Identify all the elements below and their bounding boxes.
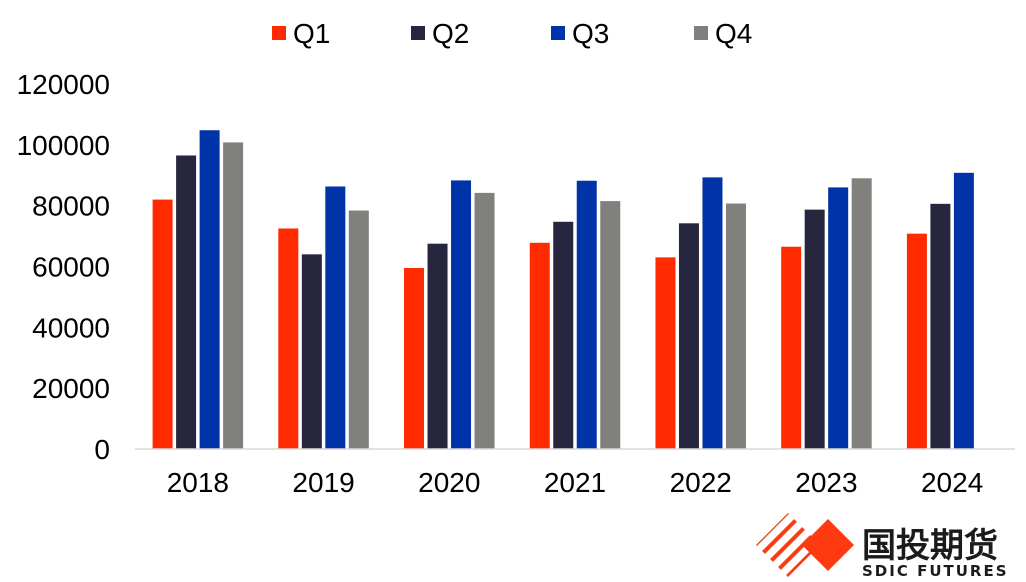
logo-mark-icon: [756, 513, 854, 577]
bar-2021-q1: [529, 242, 550, 449]
x-tick-label: 2022: [670, 467, 732, 498]
bar-2021-q4: [600, 201, 621, 449]
x-tick-label: 2021: [544, 467, 606, 498]
bar-series: [152, 130, 974, 450]
legend-swatch: [411, 26, 425, 40]
bar-2019-q4: [348, 210, 369, 449]
x-tick-label: 2024: [921, 467, 983, 498]
bar-2021-q2: [553, 221, 574, 449]
bar-2022-q4: [725, 203, 746, 449]
bar-2023-q4: [851, 178, 872, 449]
bar-2024-q1: [906, 233, 927, 449]
legend-item-q3: Q3: [551, 18, 609, 49]
y-tick-label: 100000: [17, 130, 110, 161]
bar-2018-q4: [223, 142, 244, 449]
brand-name-en: SDIC FUTURES: [862, 562, 1009, 580]
legend-swatch: [551, 26, 565, 40]
brand-name-cn: 国投期货: [862, 526, 998, 566]
bar-2018-q3: [199, 130, 220, 449]
bar-2023-q3: [828, 187, 849, 449]
bar-2023-q2: [804, 209, 825, 449]
bar-2022-q1: [655, 257, 676, 449]
y-tick-label: 80000: [32, 191, 110, 222]
y-tick-label: 0: [94, 434, 110, 465]
legend-swatch: [694, 26, 708, 40]
chart-legend: Q1 Q2 Q3 Q4: [272, 18, 752, 49]
legend-item-q1: Q1: [272, 18, 330, 49]
legend-label: Q1: [293, 18, 330, 49]
y-tick-label: 40000: [32, 312, 110, 343]
bar-2024-q2: [930, 203, 951, 449]
bar-2023-q1: [781, 246, 802, 449]
y-axis: 0 20000 40000 60000 80000 100000 120000: [17, 69, 110, 465]
sdic-futures-logo: 国投期货 SDIC FUTURES: [756, 513, 1009, 580]
legend-swatch: [272, 26, 286, 40]
bar-2022-q2: [678, 223, 699, 449]
x-axis: 2018 2019 2020 2021 2022 2023 2024: [167, 467, 984, 498]
x-tick-label: 2020: [418, 467, 480, 498]
bar-2020-q4: [474, 192, 495, 449]
x-tick-label: 2019: [292, 467, 354, 498]
legend-label: Q2: [432, 18, 469, 49]
bar-2020-q1: [404, 268, 425, 449]
legend-item-q2: Q2: [411, 18, 469, 49]
y-tick-label: 20000: [32, 373, 110, 404]
y-tick-label: 60000: [32, 252, 110, 283]
bar-2020-q3: [451, 180, 472, 449]
bar-2018-q1: [152, 199, 173, 449]
bar-2024-q3: [953, 172, 974, 450]
bar-2018-q2: [176, 155, 197, 449]
bar-2022-q3: [702, 177, 723, 450]
legend-item-q4: Q4: [694, 18, 752, 49]
bar-2019-q3: [325, 186, 346, 450]
legend-label: Q4: [715, 18, 752, 49]
y-tick-label: 120000: [17, 69, 110, 100]
x-tick-label: 2018: [167, 467, 229, 498]
bar-2020-q2: [427, 243, 448, 449]
bar-2019-q2: [301, 254, 322, 449]
bar-2021-q3: [576, 180, 597, 449]
bar-2019-q1: [278, 228, 299, 449]
x-tick-label: 2023: [795, 467, 857, 498]
legend-label: Q3: [572, 18, 609, 49]
